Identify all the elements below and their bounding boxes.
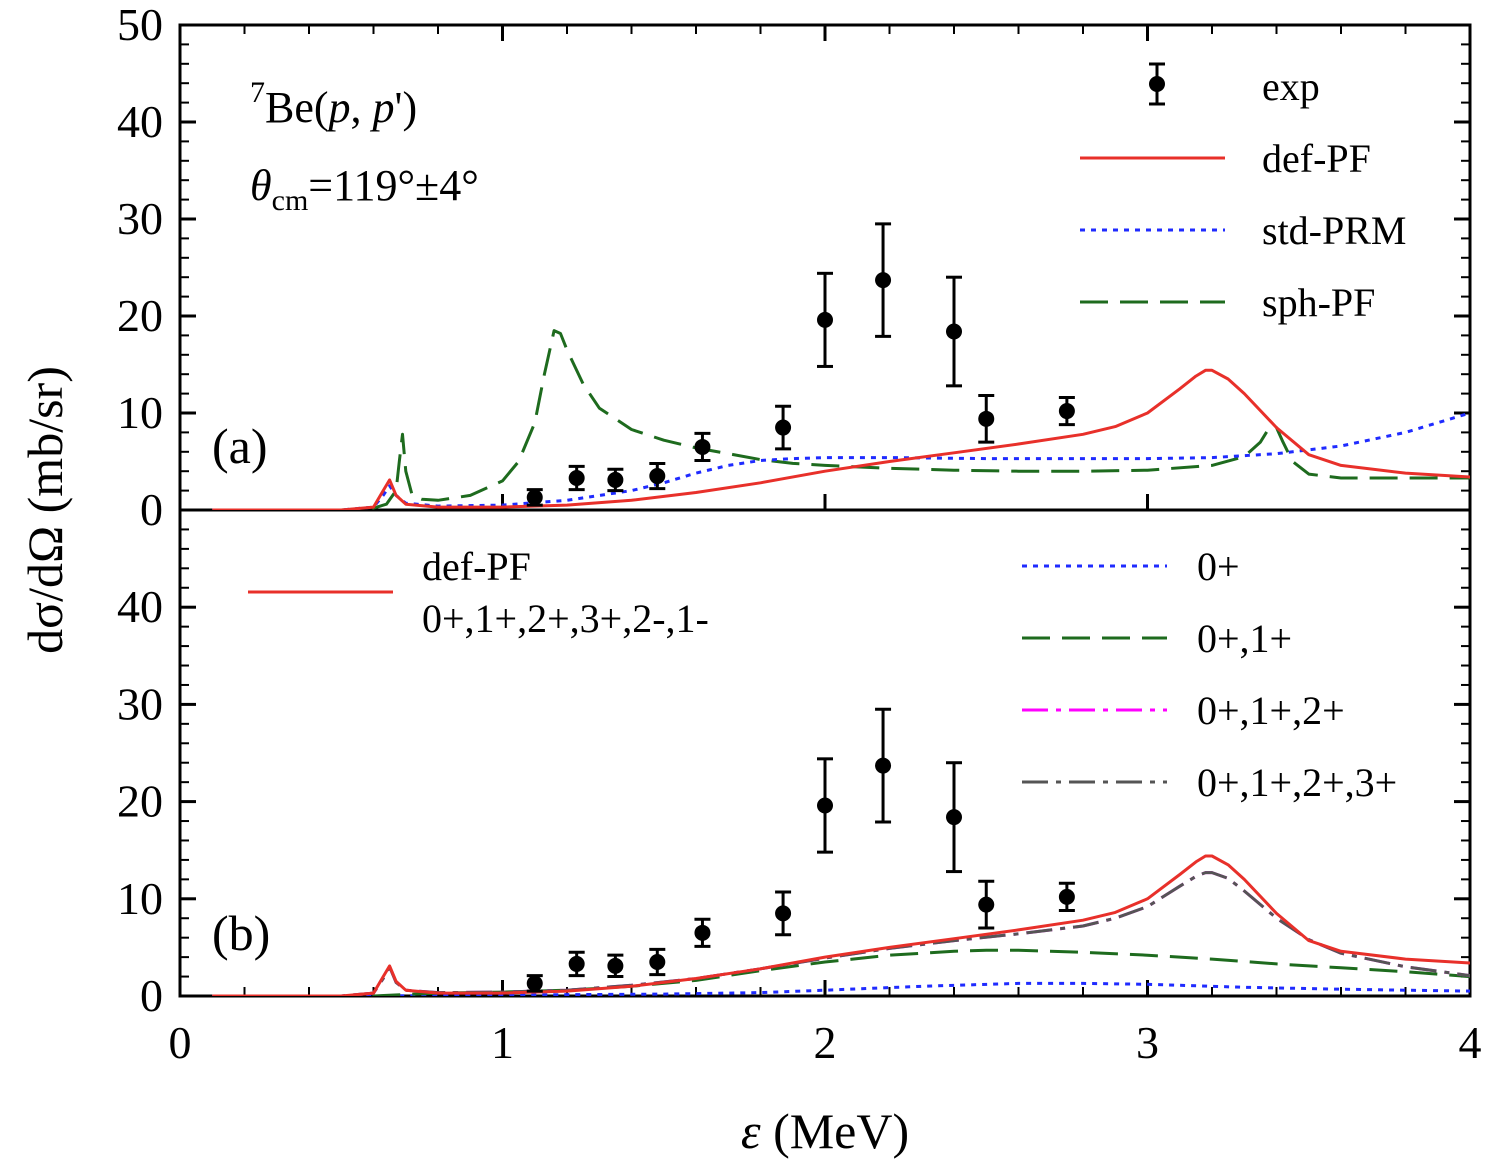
panel-b-exp-points [526,707,1075,993]
exp-marker [1058,888,1075,905]
exp-point [526,488,543,507]
exp-point [1058,395,1075,427]
series-a-def [212,368,1470,510]
mass-number-superscript: 7 [250,76,265,109]
series-a-std [212,411,1470,510]
exp-marker [1058,403,1075,420]
exp-point [526,974,543,993]
legend-a: exp def-PF std-PRM sph-PF [1080,62,1407,325]
angle-annotation: θcm=119°±4° [250,161,479,217]
y-tick-label-b-4: 40 [117,581,163,632]
legend-sph-label: sph-PF [1262,280,1375,325]
exp-point [607,953,624,979]
exp-point [946,275,962,388]
exp-marker [607,471,624,488]
exp-point [694,917,711,948]
exp-marker [694,924,711,941]
legend-b: def-PF 0+,1+,2+,3+,2-,1- 0+ 0+,1+ 0+,1+,… [248,544,1397,805]
exp-point [946,761,962,874]
exp-point [817,757,833,854]
x-tick-label-1: 1 [491,1017,514,1068]
exp-marker [568,469,585,486]
exp-marker [649,953,666,970]
series-b-def [212,854,1470,996]
x-tick-label-3: 3 [1136,1017,1159,1068]
y-axis-title: dσ/dΩ (mb/sr) [17,366,73,654]
legend-0p1p2p3p-label: 0+,1+,2+,3+ [1197,760,1397,805]
series-b-zp1p2p [212,871,1470,996]
exp-marker [817,311,833,328]
x-tick-label-0: 0 [169,1017,192,1068]
y-tick-label-a-0: 0 [140,484,163,535]
y-tick-label-a-1: 10 [117,387,163,438]
exp-point [1058,881,1075,912]
exp-marker [526,975,543,992]
exp-point [568,464,585,492]
exp-point [978,394,995,444]
x-tick-label-2: 2 [814,1017,837,1068]
exp-marker [978,410,995,427]
reaction-annotation: 7Be(p, p') [250,76,417,132]
y-tick-label-a-2: 20 [117,290,163,341]
legend-b-def-label-states: 0+,1+,2+,3+,2-,1- [422,596,709,641]
y-tick-label-a-4: 40 [117,96,163,147]
exp-point [978,879,995,930]
series-b-zp1p2p3p [212,871,1470,996]
panel-b-series [212,854,1470,996]
exp-marker [978,896,995,913]
exp-point [694,431,711,463]
y-tick-label-a-3: 30 [117,193,163,244]
panel-a-label: (a) [212,418,268,474]
x-tick-label-4: 4 [1459,1017,1482,1068]
exp-marker [526,489,543,506]
exp-point [568,950,585,978]
x-axis-unit: (MeV) [773,1103,909,1159]
legend-exp-marker [1149,76,1165,92]
axis-ticks [178,23,1472,998]
legend-def-label: def-PF [1262,136,1371,181]
y-tick-label-b-2: 20 [117,776,163,827]
exp-marker [946,323,962,340]
exp-point [875,707,892,824]
exp-marker [875,757,892,774]
exp-point [875,222,892,338]
exp-marker [607,957,624,974]
exp-marker [649,468,666,485]
legend-b-def-label: def-PF [422,544,531,589]
exp-marker [875,272,892,289]
exp-point [775,404,792,451]
exp-marker [946,809,962,826]
legend-exp-label: exp [1262,64,1320,109]
y-tick-label-b-3: 30 [117,678,163,729]
exp-marker [775,905,792,922]
y-tick-label-b-0: 0 [140,970,163,1021]
x-axis-symbol: ε [741,1103,761,1159]
panel-a-exp-points [526,222,1075,507]
legend-std-label: std-PRM [1262,208,1407,253]
legend-0p-label: 0+ [1197,544,1240,589]
panel-b-label: (b) [212,905,270,961]
legend-0p1p2p-label: 0+,1+,2+ [1197,688,1345,733]
exp-point [775,890,792,937]
exp-marker [817,797,833,814]
x-axis-title: ε (MeV) [741,1103,909,1159]
y-tick-label-a-5: 50 [117,0,163,50]
y-tick-label-b-1: 10 [117,873,163,924]
exp-marker [775,419,792,436]
exp-point [649,461,666,491]
exp-marker [568,955,585,972]
exp-point [649,947,666,977]
exp-marker [694,438,711,455]
legend-0p1p-label: 0+,1+ [1197,616,1292,661]
exp-point [817,271,833,368]
exp-point [607,467,624,493]
panel-a-series [212,329,1470,510]
series-a-sph [212,329,1470,510]
